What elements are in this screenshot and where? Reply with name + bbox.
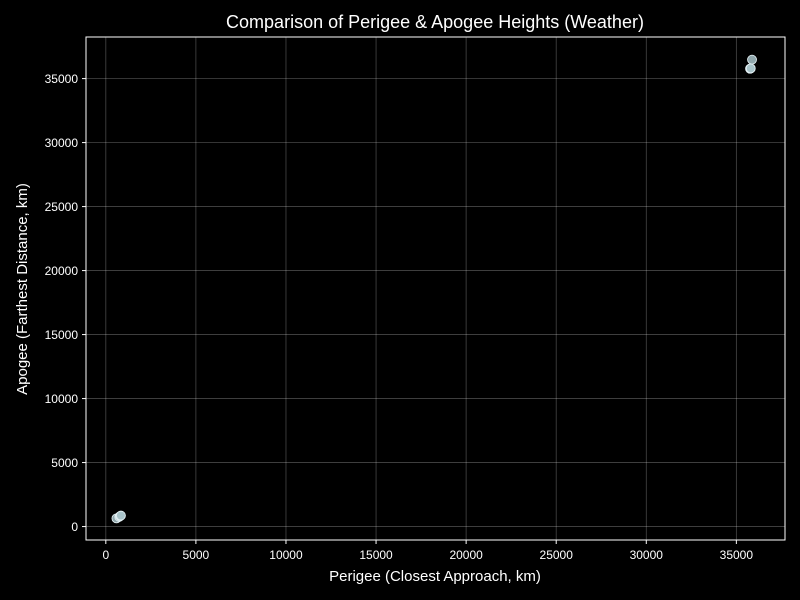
x-tick-label: 5000: [183, 548, 210, 562]
y-axis-label: Apogee (Farthest Distance, km): [14, 183, 31, 395]
x-tick-label: 20000: [449, 548, 483, 562]
data-points: [111, 54, 757, 524]
grid-lines: [86, 37, 785, 540]
chart-title: Comparison of Perigee & Apogee Heights (…: [226, 12, 644, 32]
x-tick-label: 25000: [540, 548, 574, 562]
x-tick-label: 10000: [269, 548, 303, 562]
data-point: [747, 54, 757, 65]
data-point: [745, 63, 756, 74]
y-tick-label: 5000: [51, 456, 78, 470]
y-tick-label: 20000: [45, 264, 79, 278]
x-tick-label: 15000: [359, 548, 393, 562]
y-tick-label: 10000: [45, 392, 79, 406]
plot-frame: [85, 36, 786, 541]
axis-ticks: 0 5000 10000 15000 20000 25000 30000 35000 0 5000…: [45, 72, 754, 562]
x-axis-label: Perigee (Closest Approach, km): [329, 568, 541, 585]
y-tick-label: 35000: [45, 72, 79, 86]
x-tick-label: 0: [102, 548, 109, 562]
y-tick-label: 25000: [45, 200, 79, 214]
x-tick-label: 35000: [720, 548, 754, 562]
x-tick-label: 30000: [630, 548, 664, 562]
y-tick-label: 15000: [45, 328, 79, 342]
y-tick-label: 0: [71, 520, 78, 534]
y-tick-label: 30000: [45, 136, 79, 150]
data-point: [116, 510, 126, 521]
